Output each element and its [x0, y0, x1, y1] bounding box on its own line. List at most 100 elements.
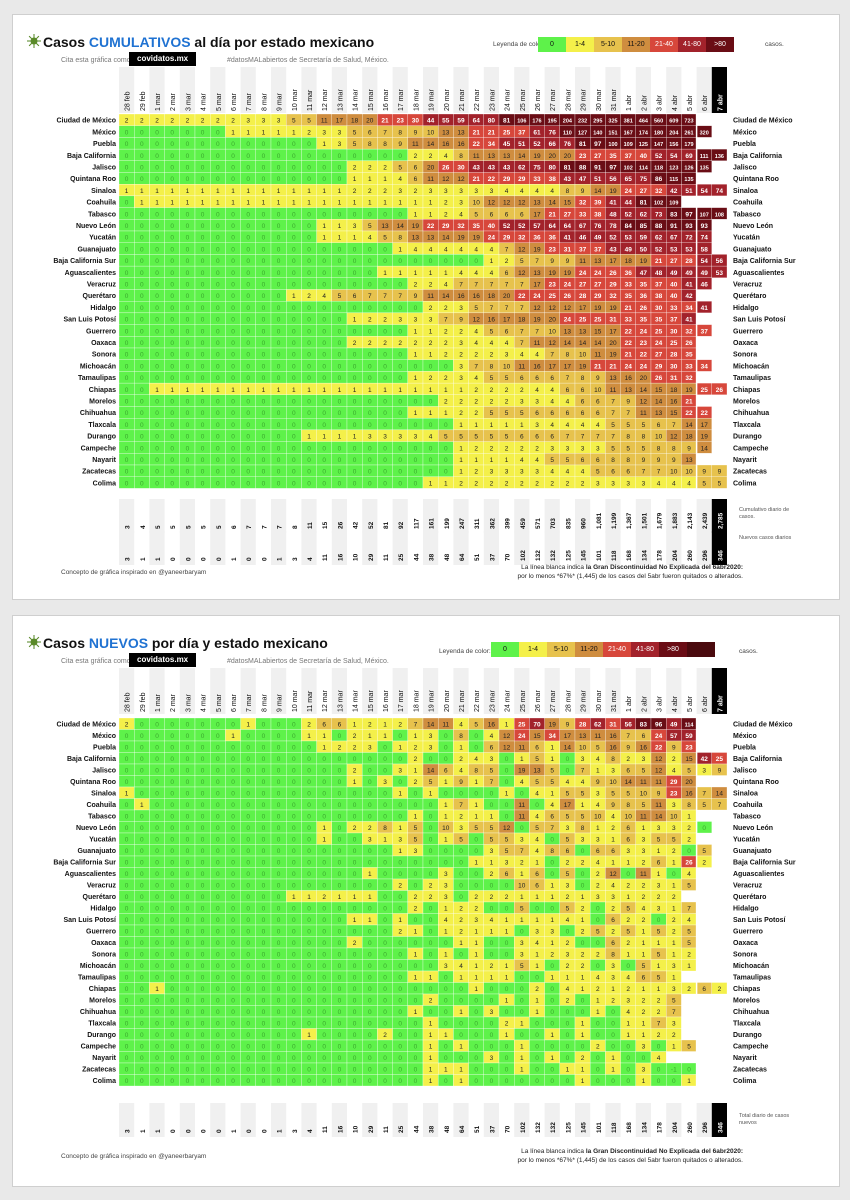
cell-value: 0: [246, 235, 250, 242]
cell-value: 12: [655, 756, 663, 763]
summary-value: 346: [717, 550, 724, 561]
summary-bg: [514, 499, 530, 533]
cell-value: 3: [429, 317, 433, 324]
cell-value: 2: [474, 387, 478, 394]
cell-value: 1: [459, 445, 463, 452]
cell-value: 19: [549, 722, 557, 729]
state-label: Morelos: [89, 998, 116, 1005]
cell-value: 3: [566, 952, 570, 959]
cell-value: 5: [596, 469, 600, 476]
cell-value: 1: [414, 270, 418, 277]
cell-value: 3: [459, 340, 463, 347]
cell-value: 13: [564, 328, 572, 335]
cell-value: 2: [474, 445, 478, 452]
cell-value: 10: [442, 825, 450, 832]
cell-value: 0: [459, 871, 463, 878]
cell-value: 1: [642, 952, 646, 959]
cell-value: 3: [490, 848, 494, 855]
cell-value: 4: [581, 779, 585, 786]
site-link[interactable]: covidatos.mx: [129, 653, 197, 667]
cell-value: 4: [596, 860, 600, 867]
cell-value: 0: [125, 733, 129, 740]
cell-value: 0: [444, 363, 448, 370]
cell-value: 0: [140, 375, 144, 382]
date-label: 23 mar: [489, 89, 496, 111]
cell-value: 5: [642, 963, 646, 970]
date-label: 28 mar: [565, 89, 572, 111]
cell-value: 0: [307, 1009, 311, 1016]
cell-value: 5: [505, 410, 509, 417]
cell-value: 0: [170, 363, 174, 370]
cell-value: 4: [581, 422, 585, 429]
cell-value: 0: [581, 883, 585, 890]
cell-value: 7: [672, 422, 676, 429]
cell-value: 0: [307, 223, 311, 230]
cell-value: 0: [262, 141, 266, 148]
cell-value: 11: [610, 387, 617, 394]
cell-value: 4: [505, 188, 509, 195]
cell-value: 0: [353, 1021, 357, 1028]
cell-value: 0: [262, 802, 266, 809]
cell-value: 34: [685, 305, 693, 312]
cell-value: 0: [155, 975, 159, 982]
cell-value: 0: [125, 410, 129, 417]
cell-value: 0: [231, 445, 235, 452]
date-label: 10 mar: [292, 89, 299, 111]
virus-icon: [27, 34, 41, 48]
cell-value: 9: [566, 258, 570, 265]
cell-value: 12: [457, 176, 465, 183]
cell-value: 1: [474, 952, 478, 959]
cell-value: 0: [368, 906, 372, 913]
cell-value: 24: [564, 282, 572, 289]
cell-value: 0: [231, 352, 235, 359]
cell-value: 32: [655, 188, 663, 195]
cell-value: 0: [383, 860, 387, 867]
cell-value: 2: [581, 906, 585, 913]
cell-value: 2: [353, 745, 357, 752]
summary-value: 1,199: [611, 512, 618, 529]
cell-value: 0: [277, 445, 281, 452]
cell-value: 0: [201, 756, 205, 763]
cell-value: 85: [640, 223, 648, 230]
cell-value: 28: [685, 258, 693, 265]
state-label-right: Sinaloa: [733, 791, 758, 798]
cell-value: 1: [368, 871, 372, 878]
cell-value: 0: [231, 952, 235, 959]
cell-value: 4: [535, 791, 539, 798]
cell-value: 2: [550, 952, 554, 959]
cell-value: 0: [444, 1009, 448, 1016]
cell-value: 1: [338, 434, 342, 441]
state-label: Oaxaca: [91, 340, 116, 347]
summary-bg: [711, 531, 727, 565]
cell-value: 59: [685, 733, 693, 740]
cell-value: 22: [625, 328, 633, 335]
date-header-bg: [331, 668, 347, 714]
cell-value: 0: [505, 1009, 509, 1016]
cell-value: 3: [535, 469, 539, 476]
cell-value: 0: [216, 756, 220, 763]
cell-value: 3: [338, 141, 342, 148]
cell-value: 0: [322, 469, 326, 476]
cell-value: 2: [459, 480, 463, 487]
cell-value: 53: [625, 235, 633, 242]
summary-bg: [240, 531, 256, 565]
cell-value: 4: [672, 768, 676, 775]
cell-value: 0: [216, 998, 220, 1005]
state-label: Aguascalientes: [65, 270, 116, 277]
cell-value: 1: [216, 188, 220, 195]
site-link[interactable]: covidatos.mx: [129, 52, 197, 66]
cell-value: 4: [550, 387, 554, 394]
state-label-right: Tamaulipas: [733, 375, 771, 382]
cell-value: 0: [201, 399, 205, 406]
state-label: Yucatán: [89, 235, 116, 242]
cell-value: 1: [155, 387, 159, 394]
cell-value: 0: [140, 1009, 144, 1016]
cell-value: 0: [186, 235, 190, 242]
cell-value: 0: [216, 211, 220, 218]
cell-value: 0: [231, 480, 235, 487]
cell-value: 0: [322, 779, 326, 786]
cell-value: 0: [429, 756, 433, 763]
summary-value: 5: [170, 525, 177, 529]
summary-value: 204: [672, 550, 679, 561]
cell-value: 5: [292, 118, 296, 125]
